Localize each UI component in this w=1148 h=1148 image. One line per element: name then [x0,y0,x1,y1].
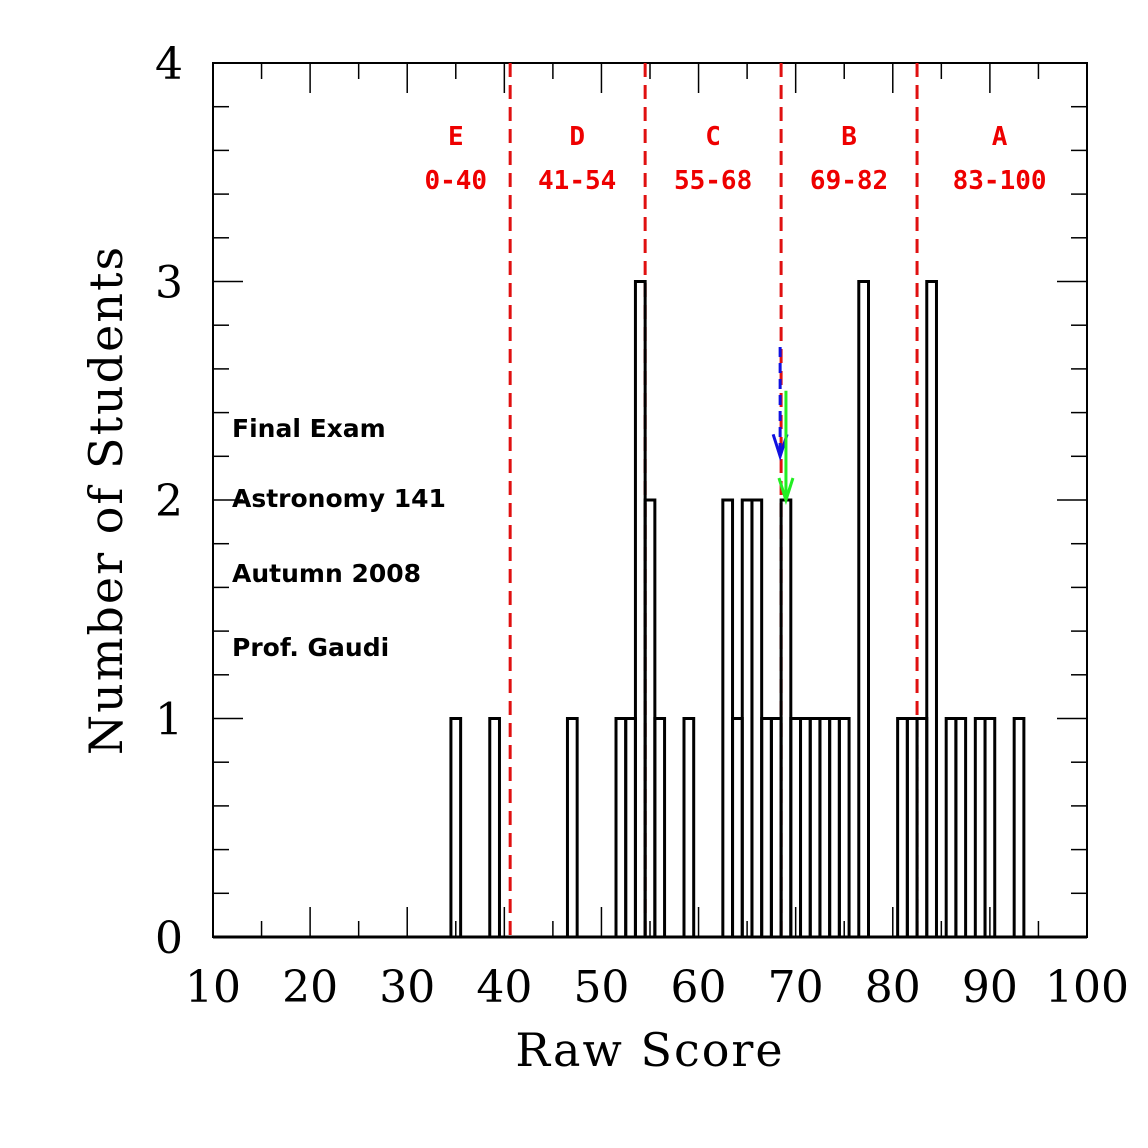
y-tick-label: 4 [155,39,183,90]
histogram-bar [837,717,851,937]
grade-range: 69-82 [810,166,888,196]
grade-letter: D [569,122,585,152]
grade-letter: B [841,122,857,152]
histogram-bar [488,717,501,937]
x-tick-label: 50 [573,962,629,1013]
y-axis-title: Number of Students [79,245,133,755]
x-tick-label: 60 [671,962,727,1013]
y-tick-label: 2 [155,476,183,527]
histogram-bar [653,717,667,937]
x-tick-label: 80 [865,962,921,1013]
grade-range: 41-54 [538,166,616,196]
histogram-bar [857,280,870,937]
annotation-text: Astronomy 141 [232,484,446,513]
x-tick-label: 20 [282,962,338,1013]
x-tick-label: 30 [379,962,435,1013]
grade-range: 55-68 [674,166,752,196]
annotation-text: Final Exam [232,414,386,443]
histogram-bar [925,280,938,937]
y-tick-label: 0 [155,913,183,964]
green-arrow-head [777,477,795,505]
grade-letter: C [705,122,721,152]
histogram-bar [983,717,997,937]
x-tick-label: 90 [962,962,1018,1013]
grade-range: 83-100 [953,166,1047,196]
x-tick-label: 10 [185,962,241,1013]
annotation-text: Prof. Gaudi [232,633,389,662]
x-tick-label: 100 [1045,962,1129,1013]
y-tick-label: 3 [155,258,183,309]
x-axis-title: Raw Score [515,1023,784,1077]
grade-letter: E [448,122,464,152]
x-tick-label: 70 [768,962,824,1013]
grade-range: 0-40 [424,166,487,196]
histogram-bar [954,717,968,937]
y-tick-label: 1 [155,695,183,746]
x-tick-label: 40 [476,962,532,1013]
grade-letter: A [992,122,1008,152]
histogram-bar [565,717,579,937]
annotation-text: Autumn 2008 [232,559,421,588]
histogram-bar [682,717,696,937]
histogram-bar [1012,717,1026,937]
histogram-bar [449,717,463,937]
